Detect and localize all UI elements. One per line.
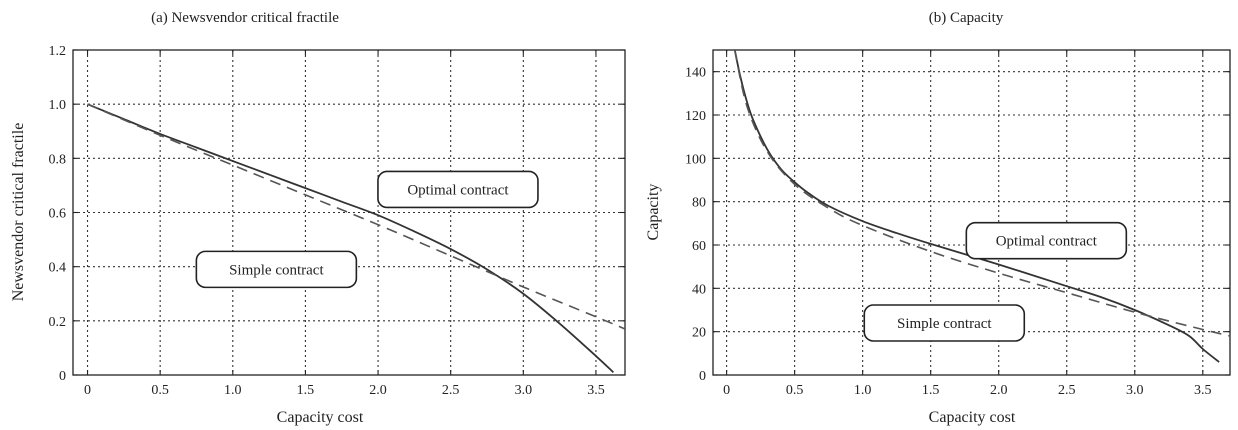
chart-newsvendor-critical-fractile: (a) Newsvendor critical fractile 0 0.5 1.0… — [10, 10, 626, 426]
y-tick-labels: 0 20 40 60 80 100 120 140 — [685, 66, 706, 384]
x-tick-label: 3.5 — [587, 383, 605, 398]
x-tick-label: 2.0 — [369, 383, 387, 398]
annotation-label: Simple contract — [897, 316, 992, 332]
x-axis-label: Capacity cost — [277, 409, 364, 426]
annotation-box: Optimal contract — [377, 170, 539, 209]
chart-title: (a) Newsvendor critical fractile — [151, 10, 339, 26]
annotation-frame — [965, 221, 1128, 260]
annotation-box: Simple contract — [195, 250, 358, 289]
y-tick-label: 0 — [699, 369, 706, 384]
x-tick-label: 1.0 — [224, 383, 242, 398]
x-tick-label: 0.5 — [151, 383, 169, 398]
x-tick-label: 2.0 — [990, 383, 1008, 398]
y-tick-label: 40 — [692, 282, 706, 297]
series-line-dashed — [733, 50, 1230, 337]
x-axis-label: Capacity cost — [929, 409, 1016, 426]
x-tick-label: 1.5 — [922, 383, 940, 398]
annotation-box: Optimal contract — [965, 221, 1128, 260]
y-tick-label: 0.6 — [49, 207, 67, 222]
x-tick-label: 3.0 — [1126, 383, 1144, 398]
x-tick-label: 0 — [84, 383, 91, 398]
x-tick-label: 3.0 — [515, 383, 533, 398]
y-tick-label: 80 — [692, 196, 706, 211]
x-tick-label: 1.0 — [854, 383, 872, 398]
grid — [73, 50, 625, 375]
y-tick-label: 0.8 — [49, 152, 67, 167]
annotation-label: Simple contract — [229, 262, 324, 278]
x-tick-labels: 0 0.5 1.0 1.5 2.0 2.5 3.0 3.5 — [84, 383, 605, 398]
x-tick-label: 2.5 — [1058, 383, 1076, 398]
y-axis-label: Capacity — [645, 184, 662, 241]
series-line-dashed — [87, 103, 625, 330]
annotation-frame — [195, 250, 358, 289]
y-axis-label: Newsvendor critical fractile — [10, 123, 27, 302]
annotation-box: Simple contract — [863, 304, 1026, 342]
x-tick-label: 2.5 — [442, 383, 460, 398]
y-tick-label: 20 — [692, 326, 706, 341]
annotations: Optimal contract Simple contract — [195, 170, 539, 289]
x-tick-labels: 0 0.5 1.0 1.5 2.0 2.5 3.0 3.5 — [723, 383, 1211, 398]
x-tick-label: 3.5 — [1194, 383, 1212, 398]
x-tick-label: 0.5 — [786, 383, 804, 398]
chart-capacity: (b) Capacity 0 0.5 1.0 1.5 2.0 2.5 3.0 3.5 0 20 4… — [645, 10, 1231, 426]
series-line-solid — [733, 50, 1220, 363]
series-group — [733, 50, 1230, 363]
annotation-frame — [863, 304, 1026, 342]
y-tick-label: 0.2 — [49, 315, 67, 330]
y-tick-labels: 0 0.2 0.4 0.6 0.8 1.0 1.2 — [49, 44, 67, 384]
chart-title: (b) Capacity — [929, 10, 1004, 26]
y-tick-label: 1.2 — [49, 44, 67, 59]
axis-ticks — [713, 50, 1230, 376]
y-tick-label: 60 — [692, 239, 706, 254]
y-tick-label: 140 — [685, 66, 706, 81]
annotation-label: Optimal contract — [996, 234, 1098, 250]
plot-frame — [712, 49, 1231, 376]
x-tick-label: 0 — [723, 383, 730, 398]
y-tick-label: 0.4 — [49, 261, 67, 276]
series-line-solid — [87, 103, 614, 373]
series-group — [87, 103, 625, 373]
axis-ticks — [73, 49, 625, 376]
x-tick-label: 1.5 — [297, 383, 315, 398]
y-tick-label: 0 — [59, 369, 66, 384]
y-tick-label: 1.0 — [49, 98, 67, 113]
y-tick-label: 120 — [685, 109, 706, 124]
y-tick-label: 100 — [685, 152, 706, 167]
annotation-label: Optimal contract — [407, 182, 509, 198]
annotation-frame — [377, 170, 539, 209]
annotations: Optimal contract Simple contract — [863, 221, 1128, 342]
